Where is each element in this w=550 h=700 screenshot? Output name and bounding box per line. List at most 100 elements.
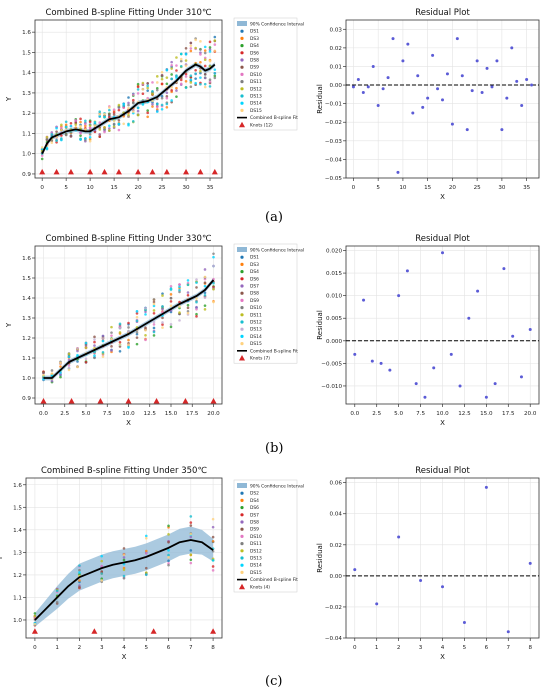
data-point-DS13 <box>213 72 217 75</box>
data-point-DS7 <box>76 349 79 353</box>
residual-point <box>458 384 462 388</box>
data-point-DS9 <box>117 119 121 122</box>
data-point-DS15 <box>67 368 71 372</box>
data-point-DS15 <box>101 355 105 358</box>
data-point-DS14 <box>211 559 215 562</box>
knot-marker <box>210 398 217 404</box>
y-axis-label: Y <box>0 555 4 561</box>
residual-point <box>371 64 375 68</box>
data-point-DS6 <box>136 85 140 89</box>
data-point-DS13 <box>152 320 156 324</box>
x-axis-label: X <box>126 419 131 427</box>
legend-marker-series <box>240 44 244 48</box>
data-point-DS11 <box>155 88 159 92</box>
x-tick-label: 5.0 <box>82 411 91 417</box>
data-point-DS11 <box>64 133 68 137</box>
residual-point <box>441 251 444 255</box>
data-point-DS11 <box>45 138 49 141</box>
y-tick-label: 1.6 <box>22 30 31 36</box>
data-point-DS10 <box>79 132 82 135</box>
data-point-DS12 <box>93 350 96 354</box>
legend-marker-series <box>240 534 244 539</box>
data-point-DS14 <box>186 279 190 282</box>
data-point-DS14 <box>160 107 164 111</box>
data-point-DS6 <box>146 111 149 115</box>
residual-point <box>397 535 401 539</box>
legend-marker-series <box>240 542 244 546</box>
x-tick-label: 5 <box>463 645 467 651</box>
knot-marker <box>31 628 38 634</box>
data-point-DS15 <box>195 297 198 300</box>
data-point-DS15 <box>98 113 102 116</box>
residual-point <box>441 585 444 589</box>
legend-label-series: DS3 <box>250 36 259 42</box>
legend-label-series: DS9 <box>250 298 259 304</box>
data-point-DS14 <box>167 549 170 552</box>
data-point-DS6 <box>195 315 198 318</box>
knot-marker <box>210 628 217 634</box>
data-point-DS4 <box>213 74 217 78</box>
data-point-DS6 <box>203 64 207 68</box>
residual-point <box>511 334 515 338</box>
legend-marker-series <box>240 520 244 524</box>
data-point-DS12 <box>118 322 122 326</box>
data-point-DS6 <box>184 72 188 76</box>
data-point-DS7 <box>186 291 190 294</box>
data-point-DS8 <box>161 316 164 320</box>
data-point-DS14 <box>175 76 178 79</box>
legend-marker-series <box>240 570 244 575</box>
residual-point <box>515 79 519 83</box>
x-tick-label: 0 <box>353 645 357 651</box>
residual-point <box>484 395 488 399</box>
data-point-DS12 <box>189 553 193 556</box>
data-point-DS6 <box>84 360 88 364</box>
residual-point <box>401 59 405 63</box>
data-point-DS11 <box>103 128 106 131</box>
data-point-DS14 <box>208 50 212 53</box>
data-point-DS10 <box>74 119 78 122</box>
data-point-DS2 <box>167 559 170 563</box>
legend-label-series: DS11 <box>250 541 262 547</box>
legend-marker-series <box>240 291 244 295</box>
data-point-DS3 <box>146 115 149 119</box>
data-point-DS10 <box>189 561 193 565</box>
data-point-DS13 <box>55 589 59 593</box>
data-point-DS6 <box>69 121 73 125</box>
axes-frame <box>345 19 540 179</box>
legend-label-series: DS13 <box>250 94 262 100</box>
data-point-DS3 <box>88 138 92 141</box>
data-point-DS9 <box>165 95 169 98</box>
data-point-DS14 <box>127 123 130 127</box>
data-point-DS14 <box>100 554 104 558</box>
data-point-DS10 <box>199 53 202 56</box>
data-point-DS12 <box>178 288 181 292</box>
residual-point <box>396 170 400 174</box>
data-point-DS13 <box>212 264 215 268</box>
data-point-DS13 <box>101 337 105 340</box>
data-point-DS10 <box>136 92 140 95</box>
data-point-DS4 <box>144 549 148 553</box>
x-tick-label: 17.5 <box>186 411 199 417</box>
data-point-DS14 <box>203 284 207 288</box>
data-point-DS12 <box>203 58 207 61</box>
fit-line <box>41 63 216 155</box>
knot-marker <box>135 168 142 175</box>
data-point-DS4 <box>79 134 82 137</box>
legend-marker-series <box>240 491 244 495</box>
chart-title: Residual Plot <box>415 234 470 244</box>
legend-marker-series <box>240 80 244 84</box>
data-point-DS3 <box>84 124 87 128</box>
data-point-DS1 <box>76 360 79 363</box>
legend-label-knots: Knots (12) <box>250 122 273 128</box>
legend-label-series: DS4 <box>250 43 259 49</box>
data-point-DS13 <box>84 357 88 361</box>
data-point-DS13 <box>179 64 183 68</box>
data-point-DS15 <box>93 124 97 127</box>
y-tick-label: −0.05 <box>325 176 343 182</box>
chart-1: 0 5 10 15 20 25 30 35 −0.05 −0.04 −0.03 −0.02 −0.01 0… <box>316 8 540 201</box>
data-point-DS12 <box>98 128 102 131</box>
residual-point <box>436 87 440 91</box>
data-point-DS12 <box>135 319 139 323</box>
data-point-DS10 <box>40 154 44 157</box>
